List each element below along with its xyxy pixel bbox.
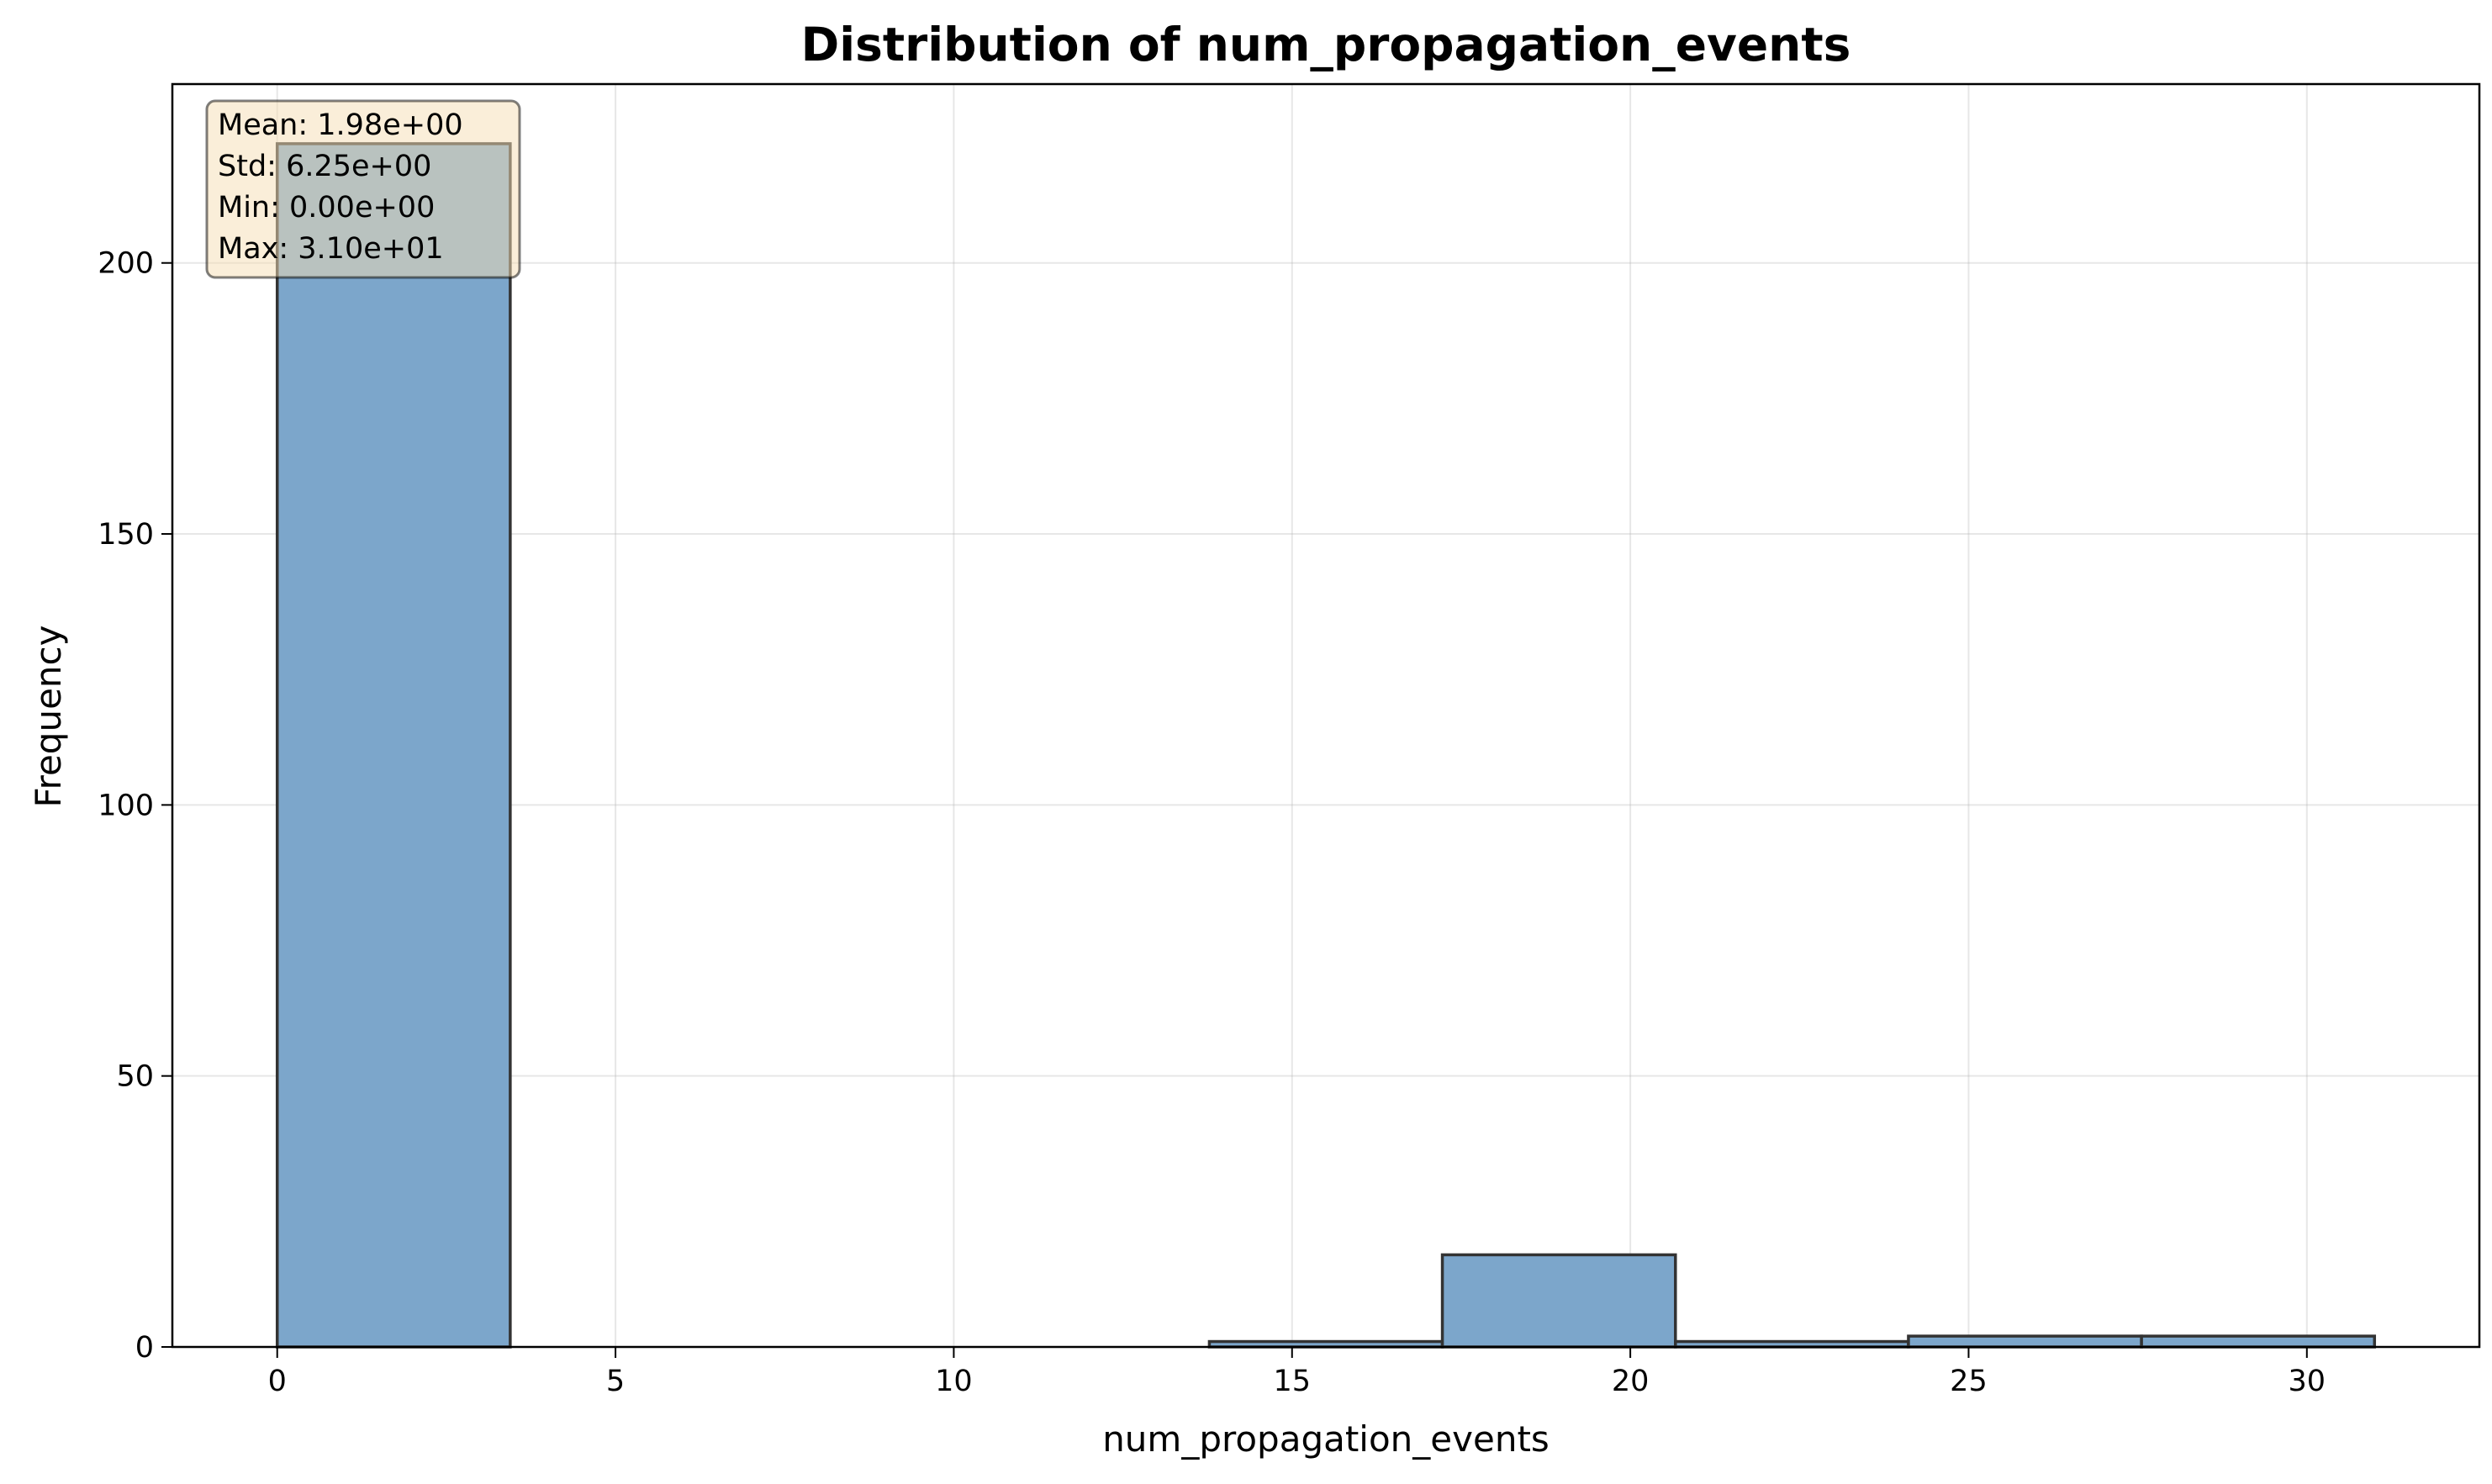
histogram-bars xyxy=(275,142,2377,1349)
y-axis-ticks: 0 50 100 150 200 xyxy=(98,247,172,1365)
histogram-bar xyxy=(1907,1334,2143,1349)
stats-std: Std: 6.25e+00 xyxy=(218,150,431,183)
y-tick-label: 50 xyxy=(116,1060,154,1094)
x-tick-label: 15 xyxy=(1273,1365,1311,1398)
axes-frame xyxy=(171,82,2481,1349)
stats-box-background xyxy=(205,99,521,279)
x-axis-ticks: 0 5 10 15 20 25 30 xyxy=(268,1347,2326,1398)
y-tick-label: 150 xyxy=(98,518,154,552)
y-tick-label: 0 xyxy=(135,1331,154,1365)
histogram-bar xyxy=(275,142,512,1349)
stats-max: Max: 3.10e+01 xyxy=(218,232,444,266)
histogram-bar xyxy=(2140,1334,2377,1349)
y-tick-label: 100 xyxy=(98,789,154,822)
chart-title: Distribution of num_propagation_events xyxy=(801,18,1851,71)
x-tick-label: 20 xyxy=(1612,1365,1650,1398)
x-tick-label: 25 xyxy=(1950,1365,1988,1398)
stats-mean: Mean: 1.98e+00 xyxy=(218,108,463,142)
stats-box: Mean: 1.98e+00 Std: 6.25e+00 Min: 0.00e+… xyxy=(205,99,521,279)
x-axis-label: num_propagation_events xyxy=(1102,1418,1550,1460)
x-tick-label: 10 xyxy=(935,1365,973,1398)
y-tick-label: 200 xyxy=(98,247,154,281)
x-tick-label: 0 xyxy=(268,1365,287,1398)
y-axis-label: Frequency xyxy=(28,626,69,808)
histogram-bar xyxy=(1440,1253,1677,1349)
stats-min: Min: 0.00e+00 xyxy=(218,191,435,224)
x-tick-label: 30 xyxy=(2289,1365,2326,1398)
x-tick-label: 5 xyxy=(606,1365,625,1398)
